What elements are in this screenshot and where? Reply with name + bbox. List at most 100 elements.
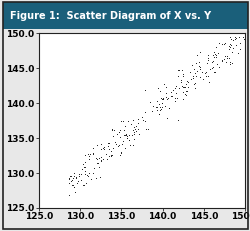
Point xyxy=(242,28,246,32)
Point xyxy=(94,176,98,180)
Point xyxy=(222,42,226,45)
Point xyxy=(143,88,147,92)
Point xyxy=(162,82,166,85)
Point xyxy=(125,136,129,140)
Point xyxy=(228,46,232,49)
Point xyxy=(82,170,86,173)
Point xyxy=(99,147,103,151)
Point xyxy=(131,143,135,146)
Point xyxy=(72,185,76,189)
Point xyxy=(223,55,227,58)
Point xyxy=(112,140,116,144)
Point xyxy=(80,168,84,171)
Point xyxy=(206,58,210,62)
Point xyxy=(206,53,210,57)
Point xyxy=(148,100,152,104)
Point xyxy=(212,65,216,69)
Point xyxy=(186,79,190,83)
Point xyxy=(81,162,85,166)
Point xyxy=(204,74,208,78)
Point xyxy=(102,146,106,149)
Point xyxy=(94,156,98,160)
Point xyxy=(160,101,164,105)
Point xyxy=(195,69,199,73)
Point xyxy=(241,23,245,27)
Point xyxy=(213,52,217,56)
Point xyxy=(236,23,240,26)
Point xyxy=(173,86,177,90)
Point xyxy=(227,45,231,48)
Point xyxy=(230,61,234,65)
Point xyxy=(228,35,232,39)
Point xyxy=(158,109,162,112)
Point xyxy=(129,122,133,125)
Point xyxy=(116,143,120,147)
Point xyxy=(71,176,75,180)
Point xyxy=(104,152,108,156)
Point xyxy=(183,85,187,89)
Point xyxy=(174,91,178,95)
Point xyxy=(118,135,122,139)
Point xyxy=(79,172,83,176)
Point xyxy=(119,119,123,123)
Point xyxy=(144,127,148,131)
Point xyxy=(229,38,233,41)
Point xyxy=(142,119,146,122)
Point xyxy=(225,56,229,60)
Point xyxy=(82,183,86,187)
Point xyxy=(91,153,95,156)
Point xyxy=(210,66,214,70)
Point xyxy=(160,96,164,99)
Point xyxy=(115,132,119,136)
Point xyxy=(240,35,244,39)
Point xyxy=(236,51,240,55)
Point xyxy=(212,50,216,54)
Point xyxy=(99,158,103,162)
Point xyxy=(210,60,214,64)
Point xyxy=(241,19,245,22)
Point xyxy=(177,68,181,72)
Point xyxy=(75,181,79,185)
Point xyxy=(116,144,120,148)
Point xyxy=(173,96,177,100)
Point xyxy=(169,90,173,94)
Point xyxy=(132,132,136,136)
Point xyxy=(176,74,180,77)
Point xyxy=(181,85,185,89)
Point xyxy=(126,119,130,123)
Point xyxy=(184,89,188,93)
Point xyxy=(191,76,195,80)
Point xyxy=(91,146,95,150)
Point xyxy=(227,56,231,60)
Point xyxy=(198,67,202,70)
Point xyxy=(158,107,162,111)
Point xyxy=(161,97,165,101)
Point xyxy=(68,174,72,178)
Point xyxy=(158,105,162,109)
Point xyxy=(111,146,115,150)
Point xyxy=(137,132,141,136)
Point xyxy=(128,143,132,147)
Point xyxy=(228,62,232,66)
Point xyxy=(182,85,186,89)
Point xyxy=(228,60,232,64)
Point xyxy=(180,74,184,77)
Point xyxy=(195,53,199,57)
Point xyxy=(124,132,128,136)
Point xyxy=(131,129,135,132)
Point xyxy=(214,53,218,57)
Point xyxy=(223,41,227,45)
Point xyxy=(220,43,224,46)
Point xyxy=(136,118,140,121)
Point xyxy=(184,93,188,97)
Point xyxy=(121,139,125,143)
Point xyxy=(238,47,242,51)
Point xyxy=(192,67,196,70)
Point xyxy=(245,35,249,39)
Point xyxy=(70,183,74,187)
Point xyxy=(239,23,243,27)
Point xyxy=(88,152,92,156)
Point xyxy=(110,129,114,132)
Point xyxy=(146,127,150,131)
Point xyxy=(169,94,173,98)
